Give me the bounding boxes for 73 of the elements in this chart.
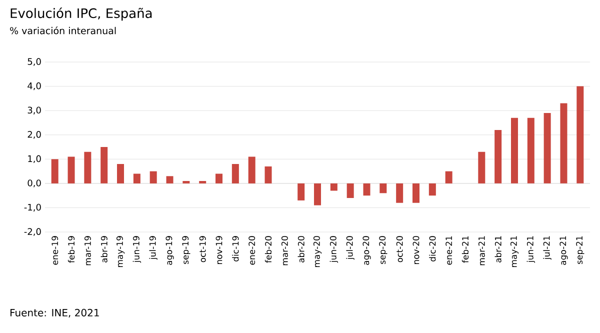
bar — [380, 183, 387, 194]
x-tick-label: mar-19 — [84, 236, 91, 266]
x-tick-label: may-20 — [313, 236, 322, 268]
bar — [412, 183, 420, 203]
bar — [478, 152, 486, 184]
x-tick-label: may-19 — [116, 236, 125, 268]
x-tick-label: sep-19 — [182, 236, 190, 264]
bar — [84, 152, 92, 184]
x-tick-label: jul-21 — [543, 236, 552, 260]
chart-subtitle: % variación interanual — [10, 26, 116, 34]
bar — [100, 147, 108, 184]
x-tick-label: ene-20 — [248, 236, 256, 265]
x-tick-label: mar-21 — [478, 236, 485, 266]
x-tick-label: feb-19 — [68, 236, 75, 263]
bar — [510, 118, 518, 184]
x-tick-label: ene-21 — [446, 236, 452, 265]
x-tick-label: jul-19 — [149, 236, 158, 260]
bar — [117, 164, 124, 184]
bar — [216, 174, 223, 184]
x-tick-label: feb-21 — [462, 236, 469, 263]
bar — [51, 159, 58, 184]
y-tick-label: -2,0 — [24, 228, 41, 236]
bar — [544, 113, 551, 184]
x-tick-label: nov-19 — [216, 236, 222, 264]
bar — [396, 183, 404, 203]
x-tick-label: may-21 — [510, 236, 519, 268]
x-tick-label: jun-20 — [330, 236, 338, 263]
x-tick-label: abr-20 — [298, 236, 304, 262]
bar — [527, 118, 534, 184]
x-tick-label: feb-20 — [264, 236, 272, 263]
x-tick-label: jul-20 — [346, 236, 354, 260]
bar — [445, 171, 452, 184]
x-tick-label: sep-20 — [379, 236, 388, 264]
x-tick-label: ago-21 — [560, 236, 568, 265]
y-tick-label: 1,0 — [28, 155, 41, 164]
y-tick-label: 2,0 — [28, 131, 41, 139]
x-tick-label: oct-19 — [199, 236, 206, 262]
x-tick-label: jun-21 — [526, 236, 536, 263]
x-tick-label: sep-21 — [576, 236, 584, 264]
x-tick-label: oct-20 — [396, 236, 403, 262]
y-tick-label: 3,0 — [28, 106, 41, 114]
y-tick-label: -1,0 — [24, 204, 41, 212]
bar — [560, 103, 568, 184]
bar — [298, 183, 305, 200]
bar — [150, 171, 157, 184]
bar — [428, 183, 436, 196]
bar — [133, 174, 140, 184]
x-tick-label: dic-19 — [232, 236, 239, 262]
x-tick-label: dic-20 — [429, 236, 436, 262]
bar — [576, 86, 584, 184]
x-tick-label: mar-20 — [281, 236, 288, 266]
bar — [166, 176, 174, 184]
bar — [346, 183, 354, 198]
y-tick-label: 0,0 — [28, 180, 41, 188]
bar — [494, 130, 502, 184]
source-note: Fuente: INE, 2021 — [10, 308, 99, 318]
y-tick-label: 4,0 — [28, 82, 41, 90]
x-tick-label: ago-19 — [166, 236, 174, 265]
x-tick-label: abr-19 — [100, 236, 108, 262]
bar — [314, 183, 321, 206]
chart-title: Evolución IPC, España — [10, 8, 152, 21]
x-tick-label: abr-21 — [494, 236, 502, 262]
bar — [363, 183, 370, 196]
y-tick-label: 5,0 — [28, 58, 41, 66]
bar — [248, 156, 256, 184]
bar — [232, 164, 239, 184]
bar — [68, 156, 75, 184]
bar — [330, 183, 338, 191]
x-tick-label: jun-19 — [132, 236, 142, 263]
x-tick-label: nov-20 — [412, 236, 420, 264]
bar — [264, 166, 272, 184]
x-tick-label: ene-19 — [52, 236, 58, 265]
x-tick-label: ago-20 — [362, 236, 371, 265]
